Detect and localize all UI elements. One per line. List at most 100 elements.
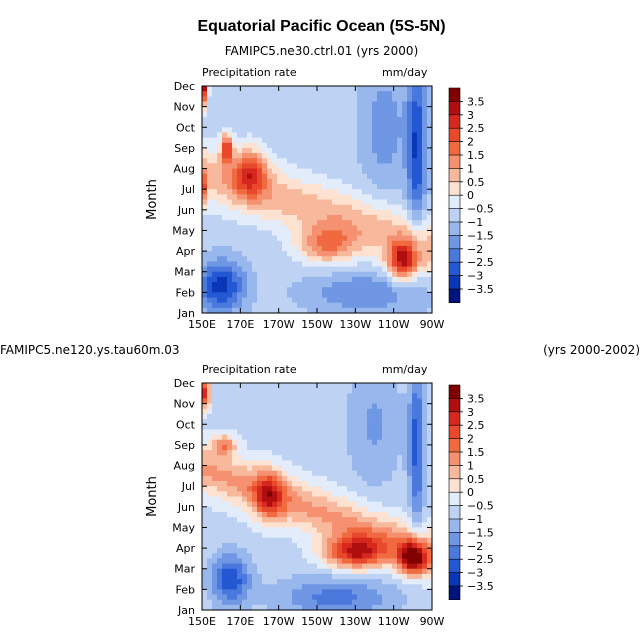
heatmap-cell xyxy=(282,486,288,492)
heatmap-cell xyxy=(217,282,223,288)
heatmap-cell xyxy=(387,209,393,216)
heatmap-cell xyxy=(382,194,388,201)
heatmap-cell xyxy=(372,116,378,123)
heatmap-cell xyxy=(382,429,388,436)
heatmap-cell xyxy=(227,111,233,118)
heatmap-cell xyxy=(307,548,313,554)
heatmap-cell xyxy=(212,424,218,431)
heatmap-cell xyxy=(247,158,253,164)
heatmap-cell xyxy=(252,302,258,309)
heatmap-cell xyxy=(332,501,338,508)
heatmap-cell xyxy=(332,532,338,539)
heatmap-cell xyxy=(322,465,328,472)
heatmap-cell xyxy=(292,579,298,585)
heatmap-cell xyxy=(387,511,393,518)
heatmap-cell xyxy=(412,199,418,206)
heatmap-cell xyxy=(317,209,323,216)
heatmap-cell xyxy=(412,184,418,190)
heatmap-cell xyxy=(237,178,243,185)
heatmap-cell xyxy=(282,470,288,477)
heatmap-cell xyxy=(227,579,233,585)
heatmap-cell xyxy=(217,230,223,237)
heatmap-cell xyxy=(392,214,398,221)
heatmap-cell xyxy=(232,168,238,175)
heatmap-cell xyxy=(407,553,413,560)
heatmap-cell xyxy=(257,163,263,170)
heatmap-cell xyxy=(427,573,433,580)
heatmap-cell xyxy=(412,153,418,159)
heatmap-cell xyxy=(372,444,378,451)
heatmap-cell xyxy=(427,240,433,247)
heatmap-cell xyxy=(222,256,228,263)
heatmap-cell xyxy=(402,122,408,128)
heatmap-cell xyxy=(217,91,223,97)
heatmap-cell xyxy=(322,137,328,144)
heatmap-cell xyxy=(317,511,323,518)
heatmap-cell xyxy=(272,532,278,539)
heatmap-cell xyxy=(232,184,238,190)
heatmap-cell xyxy=(342,429,348,436)
heatmap-cell xyxy=(337,230,343,237)
heatmap-cell xyxy=(327,137,333,144)
heatmap-cell xyxy=(252,501,258,508)
heatmap-cell xyxy=(322,568,328,575)
heatmap-cell xyxy=(307,220,313,226)
heatmap-cell xyxy=(362,604,368,611)
heatmap-cell xyxy=(312,439,318,446)
heatmap-cell xyxy=(347,501,353,508)
heatmap-cell xyxy=(327,111,333,118)
heatmap-cell xyxy=(307,527,313,534)
heatmap-cell xyxy=(202,408,208,415)
heatmap-cell xyxy=(342,383,348,389)
heatmap-cell xyxy=(377,137,383,144)
heatmap-cell xyxy=(242,573,248,580)
heatmap-cell xyxy=(342,398,348,405)
heatmap-cell xyxy=(207,584,213,590)
heatmap-cell xyxy=(217,178,223,185)
heatmap-cell xyxy=(342,230,348,237)
heatmap-cell xyxy=(247,481,253,487)
heatmap-cell xyxy=(407,460,413,467)
heatmap-cell xyxy=(232,302,238,309)
heatmap-cell xyxy=(307,153,313,159)
heatmap-cell xyxy=(322,132,328,139)
heatmap-cell xyxy=(347,132,353,139)
heatmap-cell xyxy=(322,96,328,103)
heatmap-cell xyxy=(407,450,413,456)
heatmap-cell xyxy=(302,96,308,103)
heatmap-cell xyxy=(417,568,423,575)
heatmap-cell xyxy=(377,584,383,590)
heatmap-cell xyxy=(212,240,218,247)
x-tick-label: 90W xyxy=(420,318,445,331)
heatmap-cell xyxy=(392,398,398,405)
heatmap-cell xyxy=(207,450,213,456)
heatmap-cell xyxy=(427,261,433,268)
heatmap-cell xyxy=(212,532,218,539)
heatmap-cell xyxy=(407,230,413,237)
heatmap-cell xyxy=(422,599,428,606)
heatmap-cell xyxy=(312,527,318,534)
panel1-y-axis-label: Month xyxy=(145,179,160,220)
heatmap-cell xyxy=(242,424,248,431)
heatmap-cell xyxy=(382,266,388,273)
heatmap-cell xyxy=(297,403,303,410)
heatmap-cell xyxy=(227,132,233,139)
heatmap-cell xyxy=(347,256,353,263)
heatmap-cell xyxy=(347,292,353,299)
heatmap-cell xyxy=(332,383,338,389)
heatmap-cell xyxy=(222,491,228,498)
heatmap-cell xyxy=(422,214,428,221)
heatmap-cell xyxy=(272,189,278,195)
heatmap-cell xyxy=(307,383,313,389)
heatmap-cell xyxy=(307,491,313,498)
heatmap-cell xyxy=(222,220,228,226)
heatmap-cell xyxy=(292,184,298,190)
heatmap-cell xyxy=(207,527,213,534)
heatmap-cell xyxy=(212,599,218,606)
heatmap-cell xyxy=(292,163,298,170)
heatmap-cell xyxy=(387,444,393,451)
heatmap-cell xyxy=(297,501,303,508)
heatmap-cell xyxy=(317,230,323,237)
heatmap-cell xyxy=(327,429,333,436)
heatmap-cell xyxy=(382,101,388,108)
